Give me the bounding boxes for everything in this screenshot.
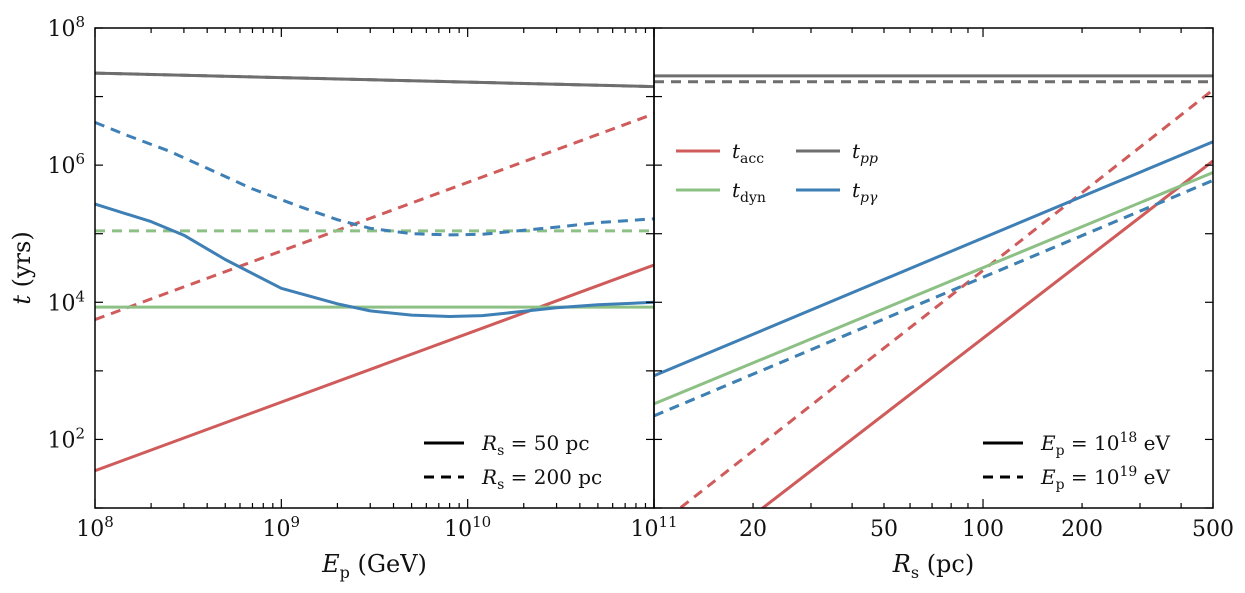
left-y-tick-label: 102 — [47, 424, 85, 453]
right-x-tick-label: 500 — [1192, 517, 1234, 542]
right-series-t_pgamma-solid — [654, 140, 1213, 378]
right-x-tick-label: 100 — [962, 517, 1004, 542]
left-x-tick-label: 108 — [76, 513, 114, 542]
right-series-legend-label: tpp — [852, 139, 878, 167]
left-series-t_pp-dashed — [95, 71, 654, 89]
left-x-tick-label: 1010 — [444, 513, 491, 542]
left-x-axis-label: Ep (GeV) — [321, 550, 427, 582]
left-legend-label: Rs = 200 pc — [481, 465, 602, 493]
left-series-t_pgamma-solid — [95, 202, 654, 318]
right-series-t_acc-solid — [760, 159, 1213, 508]
left-panel — [95, 71, 654, 473]
right-legend-label: Ep = 1018 eV — [1040, 430, 1171, 459]
right-legend-label: Ep = 1019 eV — [1040, 464, 1171, 493]
y-axis-label: t (yrs) — [8, 231, 36, 304]
right-x-tick-label: 20 — [739, 517, 767, 542]
left-y-tick-label: 108 — [47, 13, 85, 42]
left-x-tick-label: 109 — [263, 513, 301, 542]
left-series-t_pgamma-dashed — [95, 121, 654, 237]
left-legend-label: Rs = 50 pc — [481, 431, 590, 459]
left-x-tick-label: 1011 — [630, 513, 677, 542]
right-x-tick-label: 50 — [870, 517, 898, 542]
right-panel — [654, 74, 1213, 508]
right-series-t_pgamma-dashed — [654, 179, 1213, 418]
right-series-legend-label: tpγ — [852, 178, 878, 206]
right-series-t_dyn-solid — [654, 171, 1213, 406]
left-series-t_acc-solid — [95, 263, 654, 473]
right-axes-frame — [653, 27, 1214, 509]
right-x-axis-label: Rs (pc) — [892, 550, 974, 582]
right-x-tick-label: 200 — [1061, 517, 1103, 542]
left-y-tick-label: 106 — [47, 150, 85, 179]
right-series-legend-label: tacc — [732, 139, 764, 167]
right-series-legend-label: tdyn — [732, 178, 766, 206]
left-y-tick-label: 104 — [47, 287, 85, 316]
left-series-t_acc-dashed — [95, 112, 654, 322]
